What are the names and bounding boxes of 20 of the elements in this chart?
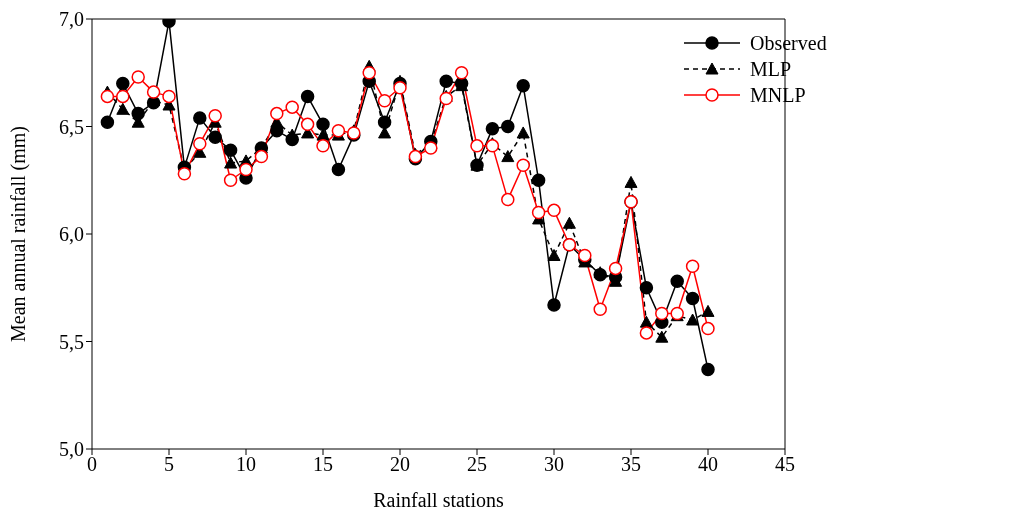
- x-tick-label: 25: [467, 453, 487, 476]
- legend-label: MNLP: [750, 83, 806, 107]
- x-tick-label: 10: [236, 453, 256, 476]
- x-tick-label: 15: [313, 453, 333, 476]
- x-tick-label: 5: [164, 453, 174, 476]
- x-tick-label: 35: [621, 453, 641, 476]
- y-tick-label: 6,0: [59, 223, 84, 246]
- y-axis-title: Mean annual rainfall (mm): [7, 125, 31, 343]
- y-tick-label: 5,5: [59, 330, 84, 353]
- y-tick-label: 7,0: [59, 8, 84, 31]
- x-tick-label: 45: [775, 453, 795, 476]
- x-tick-label: 0: [87, 453, 97, 476]
- y-tick-label: 5,0: [59, 438, 84, 461]
- x-tick-label: 30: [544, 453, 564, 476]
- y-tick-label: 6,5: [59, 115, 84, 138]
- x-tick-label: 20: [390, 453, 410, 476]
- legend-label: Observed: [750, 31, 827, 55]
- x-tick-label: 40: [698, 453, 718, 476]
- legend-label: MLP: [750, 57, 792, 81]
- x-axis-title: Rainfall stations: [373, 489, 504, 511]
